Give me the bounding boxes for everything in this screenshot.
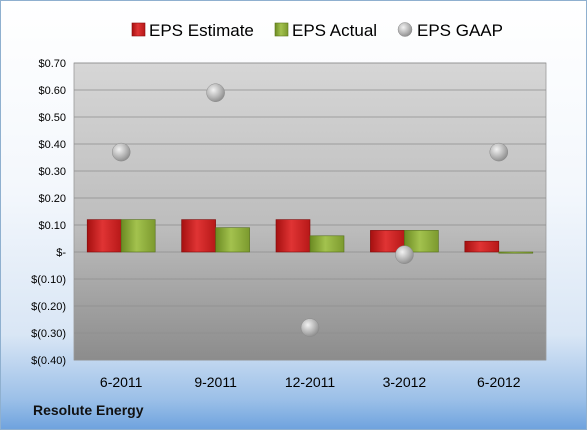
point-eps-gaap	[206, 83, 225, 102]
bar-eps-estimate	[86, 219, 122, 253]
legend-label-eps-actual: EPS Actual	[292, 21, 377, 40]
y-tick-label: $-	[56, 247, 66, 259]
legend: EPS Estimate EPS Actual EPS GAAP	[131, 21, 503, 40]
point-eps-gaap	[300, 318, 320, 337]
y-axis-ticks: $0.70 $0.60 $0.50 $0.40 $0.30 $0.20 $0.10 $- $(0…	[31, 58, 66, 367]
legend-swatch-eps-estimate	[131, 22, 146, 37]
legend-marker-eps-gaap	[397, 22, 413, 37]
bar-eps-actual	[215, 227, 250, 253]
legend-label-eps-gaap: EPS GAAP	[417, 21, 503, 40]
legend-label-eps-estimate: EPS Estimate	[149, 21, 254, 40]
x-axis-labels: 6-2011 9-2011 12-2011 3-2012 6-2012	[100, 374, 521, 390]
y-tick-label: $0.60	[38, 85, 66, 97]
point-eps-gaap	[489, 142, 509, 162]
bar-eps-actual	[498, 251, 534, 254]
bar-eps-actual	[120, 219, 156, 253]
x-category-label: 3-2012	[383, 374, 427, 390]
x-category-label: 9-2011	[194, 374, 237, 390]
y-tick-label: $(0.40)	[31, 355, 66, 367]
y-tick-label: $(0.20)	[31, 301, 66, 313]
bar-eps-actual	[309, 235, 345, 253]
y-tick-label: $0.50	[38, 112, 66, 124]
x-category-label: 12-2011	[285, 374, 336, 390]
company-name: Resolute Energy	[33, 402, 144, 418]
y-tick-label: $(0.10)	[31, 274, 66, 286]
y-tick-label: $0.30	[38, 166, 66, 178]
y-tick-label: $(0.30)	[31, 328, 66, 340]
x-category-label: 6-2012	[477, 374, 521, 390]
bar-eps-actual	[404, 230, 439, 253]
point-eps-gaap	[395, 245, 414, 264]
y-tick-label: $0.20	[38, 193, 66, 205]
point-eps-gaap	[111, 142, 131, 162]
bar-eps-estimate	[275, 219, 311, 253]
x-category-label: 6-2011	[100, 374, 143, 390]
gridlines	[74, 62, 546, 361]
bars	[86, 219, 534, 254]
y-tick-label: $0.70	[38, 58, 66, 70]
gaap-points	[111, 83, 509, 337]
y-tick-label: $0.40	[38, 139, 66, 151]
y-tick-label: $0.10	[38, 220, 66, 232]
plot-area	[73, 62, 547, 361]
legend-swatch-eps-actual	[274, 22, 289, 37]
bar-eps-estimate	[181, 219, 216, 253]
bar-eps-estimate	[464, 240, 500, 253]
